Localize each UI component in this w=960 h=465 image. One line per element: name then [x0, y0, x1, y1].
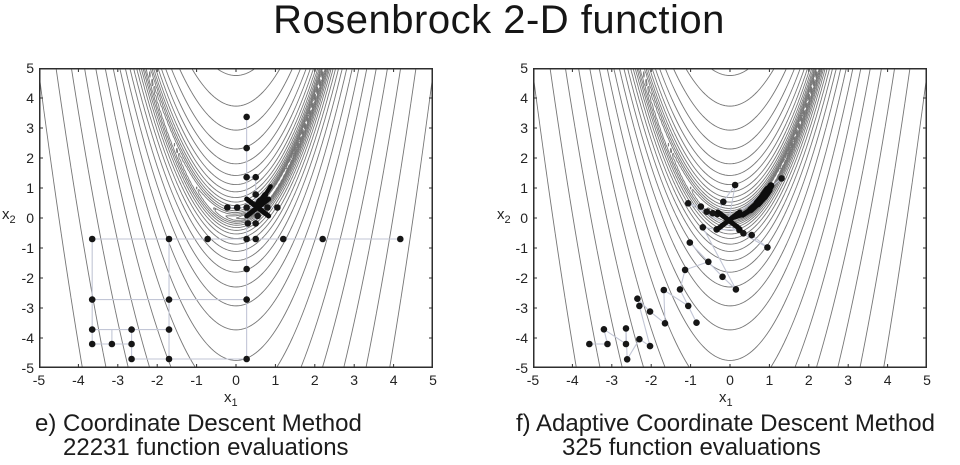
x-tick-label: -3	[605, 372, 619, 388]
y-tick-label: 0	[26, 210, 34, 226]
y-tick-label: -5	[515, 360, 528, 376]
x-tick-label: 2	[804, 372, 813, 388]
x-tick-label: -3	[111, 372, 125, 388]
y-tick-label: -3	[21, 300, 34, 316]
y-tick-label: -5	[21, 360, 34, 376]
y-tick-label: 0	[520, 210, 528, 226]
x-tick-label: -4	[72, 372, 85, 388]
x-tick-label: -5	[526, 372, 540, 388]
x-tick-label: -2	[150, 372, 164, 388]
x-tick-label: 4	[389, 372, 398, 388]
caption-f-line1: f) Adaptive Coordinate Descent Method	[516, 410, 935, 437]
x-tick-label: 0	[726, 372, 734, 388]
x-tick-label: -5	[32, 372, 46, 388]
y-tick-label: 2	[520, 150, 528, 166]
y-tick-label: -4	[515, 330, 528, 346]
y-tick-label: 3	[26, 120, 34, 136]
x-tick-label: -1	[684, 372, 697, 388]
x-tick-label: -4	[566, 372, 579, 388]
y-tick-label: 5	[26, 60, 34, 76]
x-axis-label-f: x1	[719, 389, 733, 410]
contour-plot-adaptive-coordinate-descent	[533, 68, 927, 368]
figure-title: Rosenbrock 2-D function	[273, 0, 725, 42]
caption-e-line2: 22231 function evaluations	[63, 434, 349, 461]
x-tick-label: 0	[232, 372, 240, 388]
y-tick-label: 4	[520, 90, 528, 106]
y-tick-label: 5	[520, 60, 528, 76]
x-tick-label: 5	[429, 372, 437, 388]
y-tick-label: 1	[520, 180, 528, 196]
x-tick-label: 4	[883, 372, 892, 388]
x-tick-label: 5	[923, 372, 931, 388]
x-tick-label: 3	[844, 372, 853, 388]
x-tick-label: -2	[644, 372, 658, 388]
y-tick-label: 3	[520, 120, 528, 136]
y-tick-label: 4	[26, 90, 34, 106]
x-tick-label: -1	[190, 372, 203, 388]
y-tick-label: -3	[515, 300, 528, 316]
y-axis-label-f: x2	[497, 206, 511, 227]
y-tick-label: -2	[515, 270, 528, 286]
contour-plot-coordinate-descent	[39, 68, 433, 368]
y-tick-label: -2	[21, 270, 34, 286]
y-tick-label: -4	[21, 330, 34, 346]
x-tick-label: 1	[271, 372, 280, 388]
caption-f-line2: 325 function evaluations	[562, 434, 821, 461]
y-axis-label-e: x2	[2, 206, 16, 227]
y-tick-label: -1	[21, 240, 34, 256]
y-tick-label: -1	[515, 240, 528, 256]
x-tick-label: 3	[350, 372, 359, 388]
x-tick-label: 1	[765, 372, 774, 388]
x-tick-label: 2	[310, 372, 319, 388]
y-tick-label: 1	[26, 180, 34, 196]
y-tick-label: 2	[26, 150, 34, 166]
caption-e-line1: e) Coordinate Descent Method	[35, 410, 362, 437]
x-axis-label-e: x1	[224, 389, 238, 410]
